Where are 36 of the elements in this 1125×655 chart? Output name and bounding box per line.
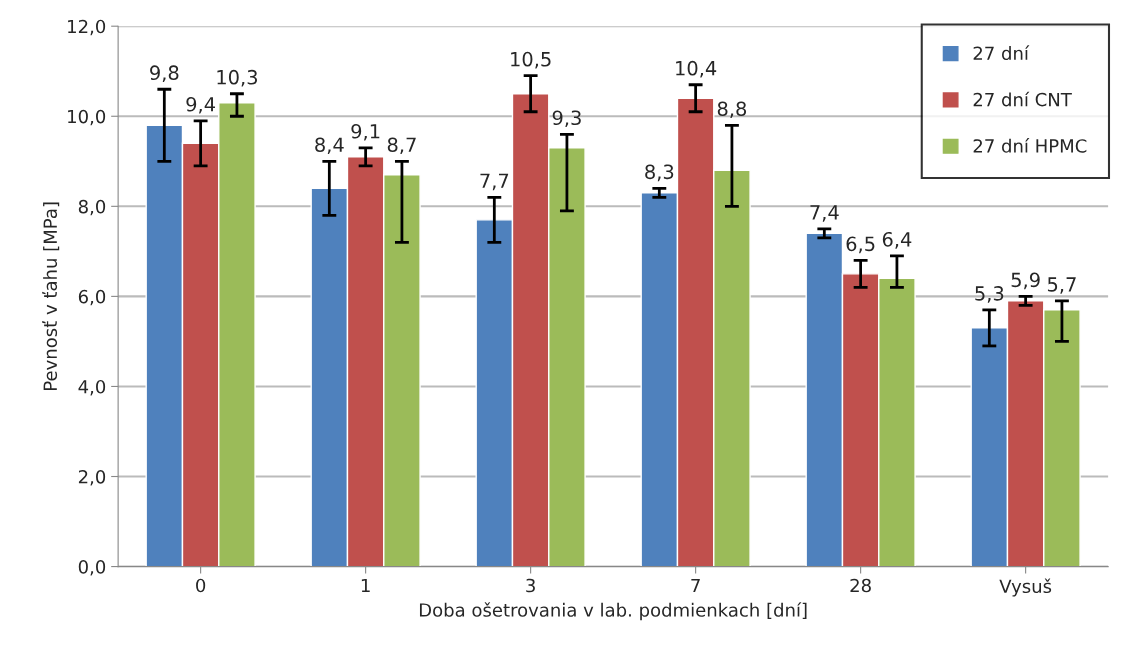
data-label: 7,4 — [810, 205, 839, 222]
x-tick-label: 1 — [361, 578, 370, 593]
data-label: 8,8 — [717, 101, 747, 119]
y-tick-label: 10,0 — [68, 109, 106, 126]
x-tick-label: 7 — [691, 578, 700, 593]
data-label: 6,4 — [882, 231, 912, 249]
data-label: 9,4 — [186, 96, 215, 114]
data-label: 5,9 — [1011, 272, 1040, 290]
data-label: 9,3 — [552, 110, 581, 128]
legend-label: 27 dní HPMC — [973, 138, 1087, 153]
data-label: 9,1 — [351, 123, 380, 141]
x-tick-label: 0 — [196, 578, 206, 593]
x-axis-title: Doba ošetrovania v lab. podmienkach [dní] — [419, 602, 807, 621]
legend-label: 27 dní CNT — [973, 91, 1072, 107]
y-tick-label: 4,0 — [78, 379, 106, 396]
legend-label: 27 dní — [973, 45, 1030, 61]
data-label: 6,5 — [846, 236, 875, 254]
data-label: 5,3 — [975, 286, 1004, 303]
data-label: 10,4 — [676, 60, 717, 78]
data-label: 7,7 — [480, 173, 509, 191]
data-label: 8,7 — [387, 137, 416, 155]
data-label: 5,7 — [1047, 277, 1076, 294]
data-label: 8,4 — [315, 137, 344, 155]
y-tick-label: 6,0 — [78, 289, 106, 306]
data-label: 10,3 — [217, 69, 258, 87]
x-tick-label: 28 — [850, 578, 871, 593]
x-tick-label: 3 — [526, 578, 535, 593]
x-tick-label: Vysuš — [999, 578, 1052, 597]
data-label: 8,3 — [645, 164, 674, 182]
y-tick-label: 8,0 — [78, 199, 106, 216]
y-tick-label: 2,0 — [78, 469, 106, 486]
data-label: 10,5 — [511, 51, 551, 69]
y-axis-title: Pevnosť v ťahu [MPa] — [42, 202, 60, 390]
y-tick-label: 12,0 — [68, 19, 106, 36]
data-label: 9,8 — [150, 65, 179, 83]
y-tick-label: 0,0 — [78, 560, 106, 576]
